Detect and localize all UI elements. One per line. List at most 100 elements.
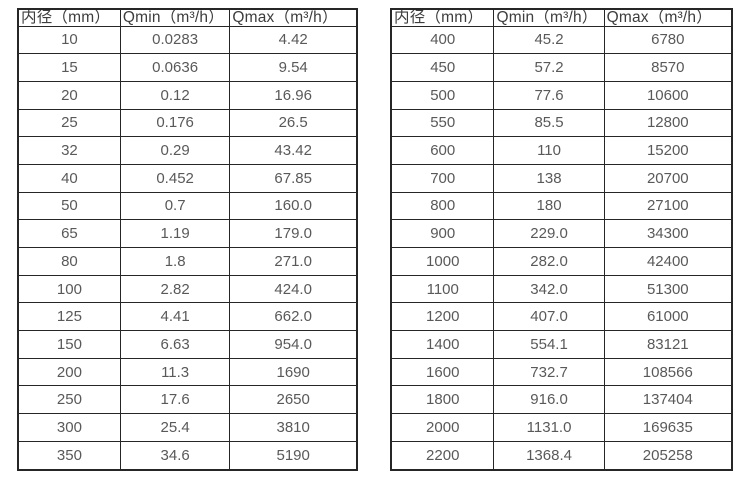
table-cell: 27100 <box>603 191 733 221</box>
table-cell: 125 <box>17 302 121 332</box>
table-cell: 6780 <box>603 25 733 55</box>
table-row: 200 11.3 1690 <box>17 357 358 387</box>
table-cell: 0.0283 <box>119 25 231 55</box>
table-cell: 1.8 <box>119 247 231 276</box>
table-row: 350 34.6 5190 <box>17 440 358 471</box>
table-cell: 45.2 <box>493 25 605 55</box>
table-row: 550 85.5 12800 <box>390 108 733 138</box>
table-cell: 26.5 <box>229 108 358 138</box>
table-cell: 700 <box>390 163 495 193</box>
table-cell: 17.6 <box>119 385 231 415</box>
table-cell: 65 <box>17 219 121 248</box>
table-row: 125 4.41 662.0 <box>17 302 358 332</box>
table-cell: 1600 <box>390 357 495 387</box>
table-cell: 160.0 <box>229 191 358 221</box>
table-row: 100 2.82 424.0 <box>17 274 358 304</box>
table-cell: 205258 <box>603 440 733 471</box>
table-cell: 0.12 <box>119 80 231 110</box>
table-cell: 108566 <box>603 357 733 387</box>
header-cell: 内径（mm） <box>17 8 121 27</box>
table-row: 20 0.12 16.96 <box>17 80 358 110</box>
table-cell: 550 <box>390 108 495 138</box>
table-row: 15 0.0636 9.54 <box>17 53 358 82</box>
table-cell: 20700 <box>603 163 733 193</box>
table-cell: 2.82 <box>119 274 231 304</box>
table-cell: 916.0 <box>493 385 605 415</box>
table-cell: 342.0 <box>493 274 605 304</box>
table-row: 2200 1368.4 205258 <box>390 440 733 471</box>
table-cell: 424.0 <box>229 274 358 304</box>
table-cell: 67.85 <box>229 163 358 193</box>
table-cell: 110 <box>493 136 605 165</box>
table-cell: 15 <box>17 53 121 82</box>
table-row: 600 110 15200 <box>390 136 733 165</box>
table-cell: 25.4 <box>119 413 231 442</box>
table-cell: 169635 <box>603 413 733 442</box>
table-cell: 10600 <box>603 80 733 110</box>
table-cell: 51300 <box>603 274 733 304</box>
header-cell: Qmax（m³/h） <box>229 8 358 27</box>
table-row: 1800 916.0 137404 <box>390 385 733 415</box>
table-cell: 1690 <box>229 357 358 387</box>
header-row: 内径（mm） Qmin（m³/h） Qmax（m³/h） <box>390 8 733 27</box>
table-cell: 1800 <box>390 385 495 415</box>
table-cell: 8570 <box>603 53 733 82</box>
table-cell: 9.54 <box>229 53 358 82</box>
table-cell: 179.0 <box>229 219 358 248</box>
table-cell: 32 <box>17 136 121 165</box>
table-cell: 42400 <box>603 247 733 276</box>
table-row: 1000 282.0 42400 <box>390 247 733 276</box>
table-row: 80 1.8 271.0 <box>17 247 358 276</box>
table-cell: 34300 <box>603 219 733 248</box>
table-row: 32 0.29 43.42 <box>17 136 358 165</box>
table-cell: 1000 <box>390 247 495 276</box>
table-cell: 16.96 <box>229 80 358 110</box>
table-row: 65 1.19 179.0 <box>17 219 358 248</box>
table-cell: 271.0 <box>229 247 358 276</box>
table-cell: 407.0 <box>493 302 605 332</box>
table-cell: 800 <box>390 191 495 221</box>
table-cell: 150 <box>17 330 121 359</box>
table-row: 150 6.63 954.0 <box>17 330 358 359</box>
table-cell: 43.42 <box>229 136 358 165</box>
table-cell: 1400 <box>390 330 495 359</box>
table-row: 700 138 20700 <box>390 163 733 193</box>
table-cell: 77.6 <box>493 80 605 110</box>
table-cell: 15200 <box>603 136 733 165</box>
table-row: 250 17.6 2650 <box>17 385 358 415</box>
table-cell: 4.41 <box>119 302 231 332</box>
table-cell: 1131.0 <box>493 413 605 442</box>
table-cell: 0.176 <box>119 108 231 138</box>
table-cell: 1200 <box>390 302 495 332</box>
table-cell: 3810 <box>229 413 358 442</box>
table-cell: 137404 <box>603 385 733 415</box>
table-cell: 1100 <box>390 274 495 304</box>
header-cell: Qmax（m³/h） <box>603 8 733 27</box>
table-cell: 600 <box>390 136 495 165</box>
table-cell: 0.0636 <box>119 53 231 82</box>
table-cell: 4.42 <box>229 25 358 55</box>
header-row: 内径（mm） Qmin（m³/h） Qmax（m³/h） <box>17 8 358 27</box>
table-row: 300 25.4 3810 <box>17 413 358 442</box>
table-cell: 200 <box>17 357 121 387</box>
table-cell: 83121 <box>603 330 733 359</box>
header-cell: Qmin（m³/h） <box>493 8 605 27</box>
table-cell: 10 <box>17 25 121 55</box>
table-cell: 0.29 <box>119 136 231 165</box>
header-cell: 内径（mm） <box>390 8 495 27</box>
table-row: 450 57.2 8570 <box>390 53 733 82</box>
table-cell: 0.452 <box>119 163 231 193</box>
table-cell: 954.0 <box>229 330 358 359</box>
table-cell: 85.5 <box>493 108 605 138</box>
header-cell: Qmin（m³/h） <box>119 8 231 27</box>
table-row: 40 0.452 67.85 <box>17 163 358 193</box>
table-cell: 5190 <box>229 440 358 471</box>
table-cell: 250 <box>17 385 121 415</box>
table-cell: 2650 <box>229 385 358 415</box>
table-row: 800 180 27100 <box>390 191 733 221</box>
table-row: 50 0.7 160.0 <box>17 191 358 221</box>
table-cell: 229.0 <box>493 219 605 248</box>
table-cell: 900 <box>390 219 495 248</box>
flow-table-small-diameters: 内径（mm） Qmin（m³/h） Qmax（m³/h） 10 0.0283 4.42 1… <box>17 8 358 471</box>
